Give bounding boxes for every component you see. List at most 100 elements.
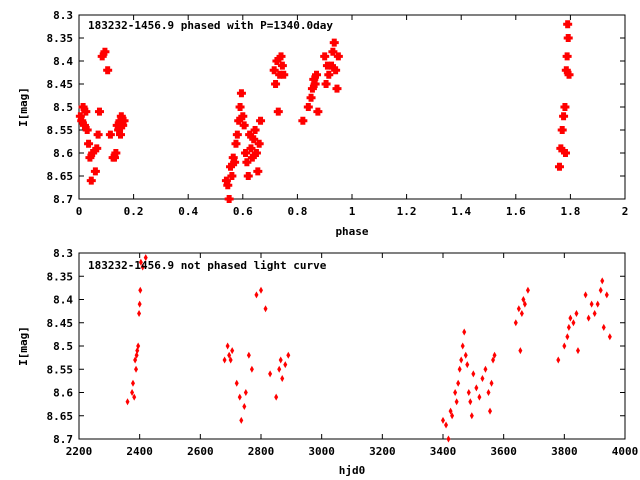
unphased-data-point xyxy=(450,412,455,420)
unphased-axis-ticks: 2200 2400 2600 2800 3000 3200 3400 3600 3800 4000… xyxy=(47,247,639,458)
unphased-data-point xyxy=(604,291,609,299)
phased-y-tick-label: 8.35 xyxy=(47,32,74,45)
phased-data-point xyxy=(298,116,308,125)
unphased-data-point xyxy=(227,351,232,359)
unphased-data-point xyxy=(286,351,291,359)
unphased-data-point xyxy=(143,254,148,262)
unphased-data-point xyxy=(138,258,143,266)
unphased-data-point xyxy=(444,421,449,429)
unphased-data-point xyxy=(130,379,135,387)
unphased-y-tick-label: 8.4 xyxy=(53,294,73,307)
unphased-data-point xyxy=(486,389,491,396)
phased-data-point xyxy=(223,181,233,190)
unphased-data-point xyxy=(489,379,494,387)
phased-x-tick-label: 0.8 xyxy=(287,205,307,218)
unphased-data-point xyxy=(571,319,576,327)
phased-y-tick-label: 8.45 xyxy=(47,78,74,91)
phased-y-tick-label: 8.65 xyxy=(47,170,74,183)
unphased-data-point xyxy=(598,286,603,294)
unphased-data-point xyxy=(228,356,233,364)
unphased-data-point xyxy=(601,323,606,331)
unphased-data-point xyxy=(243,389,248,396)
phased-data-point xyxy=(232,130,242,139)
phased-data-point xyxy=(92,144,102,153)
unphased-data-point xyxy=(586,314,591,322)
unphased-x-axis-label: hjd0 xyxy=(339,464,366,477)
unphased-x-tick-label: 3600 xyxy=(490,445,517,458)
phased-data-point xyxy=(103,66,113,75)
phased-y-tick-label: 8.6 xyxy=(53,147,73,160)
phased-data-point xyxy=(115,130,125,139)
unphased-data-point xyxy=(488,407,493,415)
unphased-data-point xyxy=(134,351,139,359)
phased-data-point xyxy=(251,149,261,157)
phased-data-point xyxy=(328,47,338,56)
unphased-data-point xyxy=(522,300,527,308)
unphased-x-tick-label: 3000 xyxy=(308,445,335,458)
phased-data-point xyxy=(324,70,334,79)
phased-plot-frame xyxy=(78,14,626,200)
unphased-data-point xyxy=(133,356,138,364)
unphased-data-point xyxy=(280,375,285,383)
phased-data-point xyxy=(271,80,281,88)
unphased-data-point xyxy=(491,356,496,364)
unphased-data-point xyxy=(600,277,605,285)
phased-data-point xyxy=(241,149,251,157)
unphased-data-point xyxy=(466,389,471,396)
phased-x-tick-label: 2 xyxy=(622,205,629,218)
phased-data-point xyxy=(238,112,248,121)
unphased-data-point xyxy=(454,398,459,406)
unphased-data-point xyxy=(465,361,470,369)
phased-data-point xyxy=(236,89,246,98)
unphased-data-point xyxy=(556,356,561,364)
phased-data-point xyxy=(276,52,286,61)
unphased-data-point xyxy=(283,361,288,369)
phased-data-point xyxy=(250,126,260,134)
phased-chart-title: 183232-1456.9 phased with P=1340.0day xyxy=(88,19,333,32)
unphased-y-tick-label: 8.65 xyxy=(47,410,74,423)
phased-data-point xyxy=(560,149,570,157)
phased-data-point xyxy=(93,130,103,139)
phased-data-point xyxy=(246,144,256,153)
phased-data-point xyxy=(563,34,573,42)
phased-data-point xyxy=(86,176,96,185)
phased-data-point xyxy=(227,172,237,180)
phased-data-point xyxy=(277,61,287,70)
unphased-data-point xyxy=(230,347,235,355)
phased-x-tick-label: 1 xyxy=(349,205,356,218)
phased-y-tick-label: 8.4 xyxy=(53,55,73,68)
unphased-light-curve-chart: 2200 2400 2600 2800 3000 3200 3400 3600 3800 4000… xyxy=(17,247,638,477)
unphased-y-tick-label: 8.3 xyxy=(53,247,73,260)
phased-data-point xyxy=(243,172,253,180)
unphased-y-tick-label: 8.6 xyxy=(53,387,73,400)
unphased-y-tick-label: 8.7 xyxy=(53,433,73,446)
phased-data-point xyxy=(332,84,342,93)
unphased-data-point xyxy=(278,356,283,364)
unphased-data-point xyxy=(463,351,468,359)
phased-data-point xyxy=(254,139,264,148)
phased-data-point xyxy=(224,195,234,203)
unphased-data-point xyxy=(441,416,445,424)
phased-x-tick-label: 0.6 xyxy=(233,205,253,218)
phased-data-point xyxy=(303,103,313,111)
phased-data-point xyxy=(279,70,289,79)
unphased-data-point xyxy=(137,300,142,308)
unphased-data-point xyxy=(242,402,247,410)
phased-x-tick-label: 0.4 xyxy=(178,205,198,218)
phased-x-axis-label: phase xyxy=(335,225,368,238)
unphased-data-point xyxy=(456,379,461,387)
phased-data-point xyxy=(557,126,567,134)
unphased-data-point xyxy=(134,365,139,373)
phased-data-point xyxy=(119,116,129,125)
phased-data-point xyxy=(273,107,283,116)
unphased-data-point xyxy=(607,333,612,341)
unphased-x-tick-label: 3400 xyxy=(430,445,457,458)
phased-data-point xyxy=(559,112,569,121)
unphased-data-point xyxy=(595,300,600,308)
unphased-data-point xyxy=(237,393,242,401)
phased-x-tick-label: 1.8 xyxy=(560,205,580,218)
phased-data-point xyxy=(321,80,331,88)
phased-y-axis-label: I[mag] xyxy=(17,87,30,127)
unphased-data-point xyxy=(469,412,474,420)
phased-data-point xyxy=(235,103,245,111)
